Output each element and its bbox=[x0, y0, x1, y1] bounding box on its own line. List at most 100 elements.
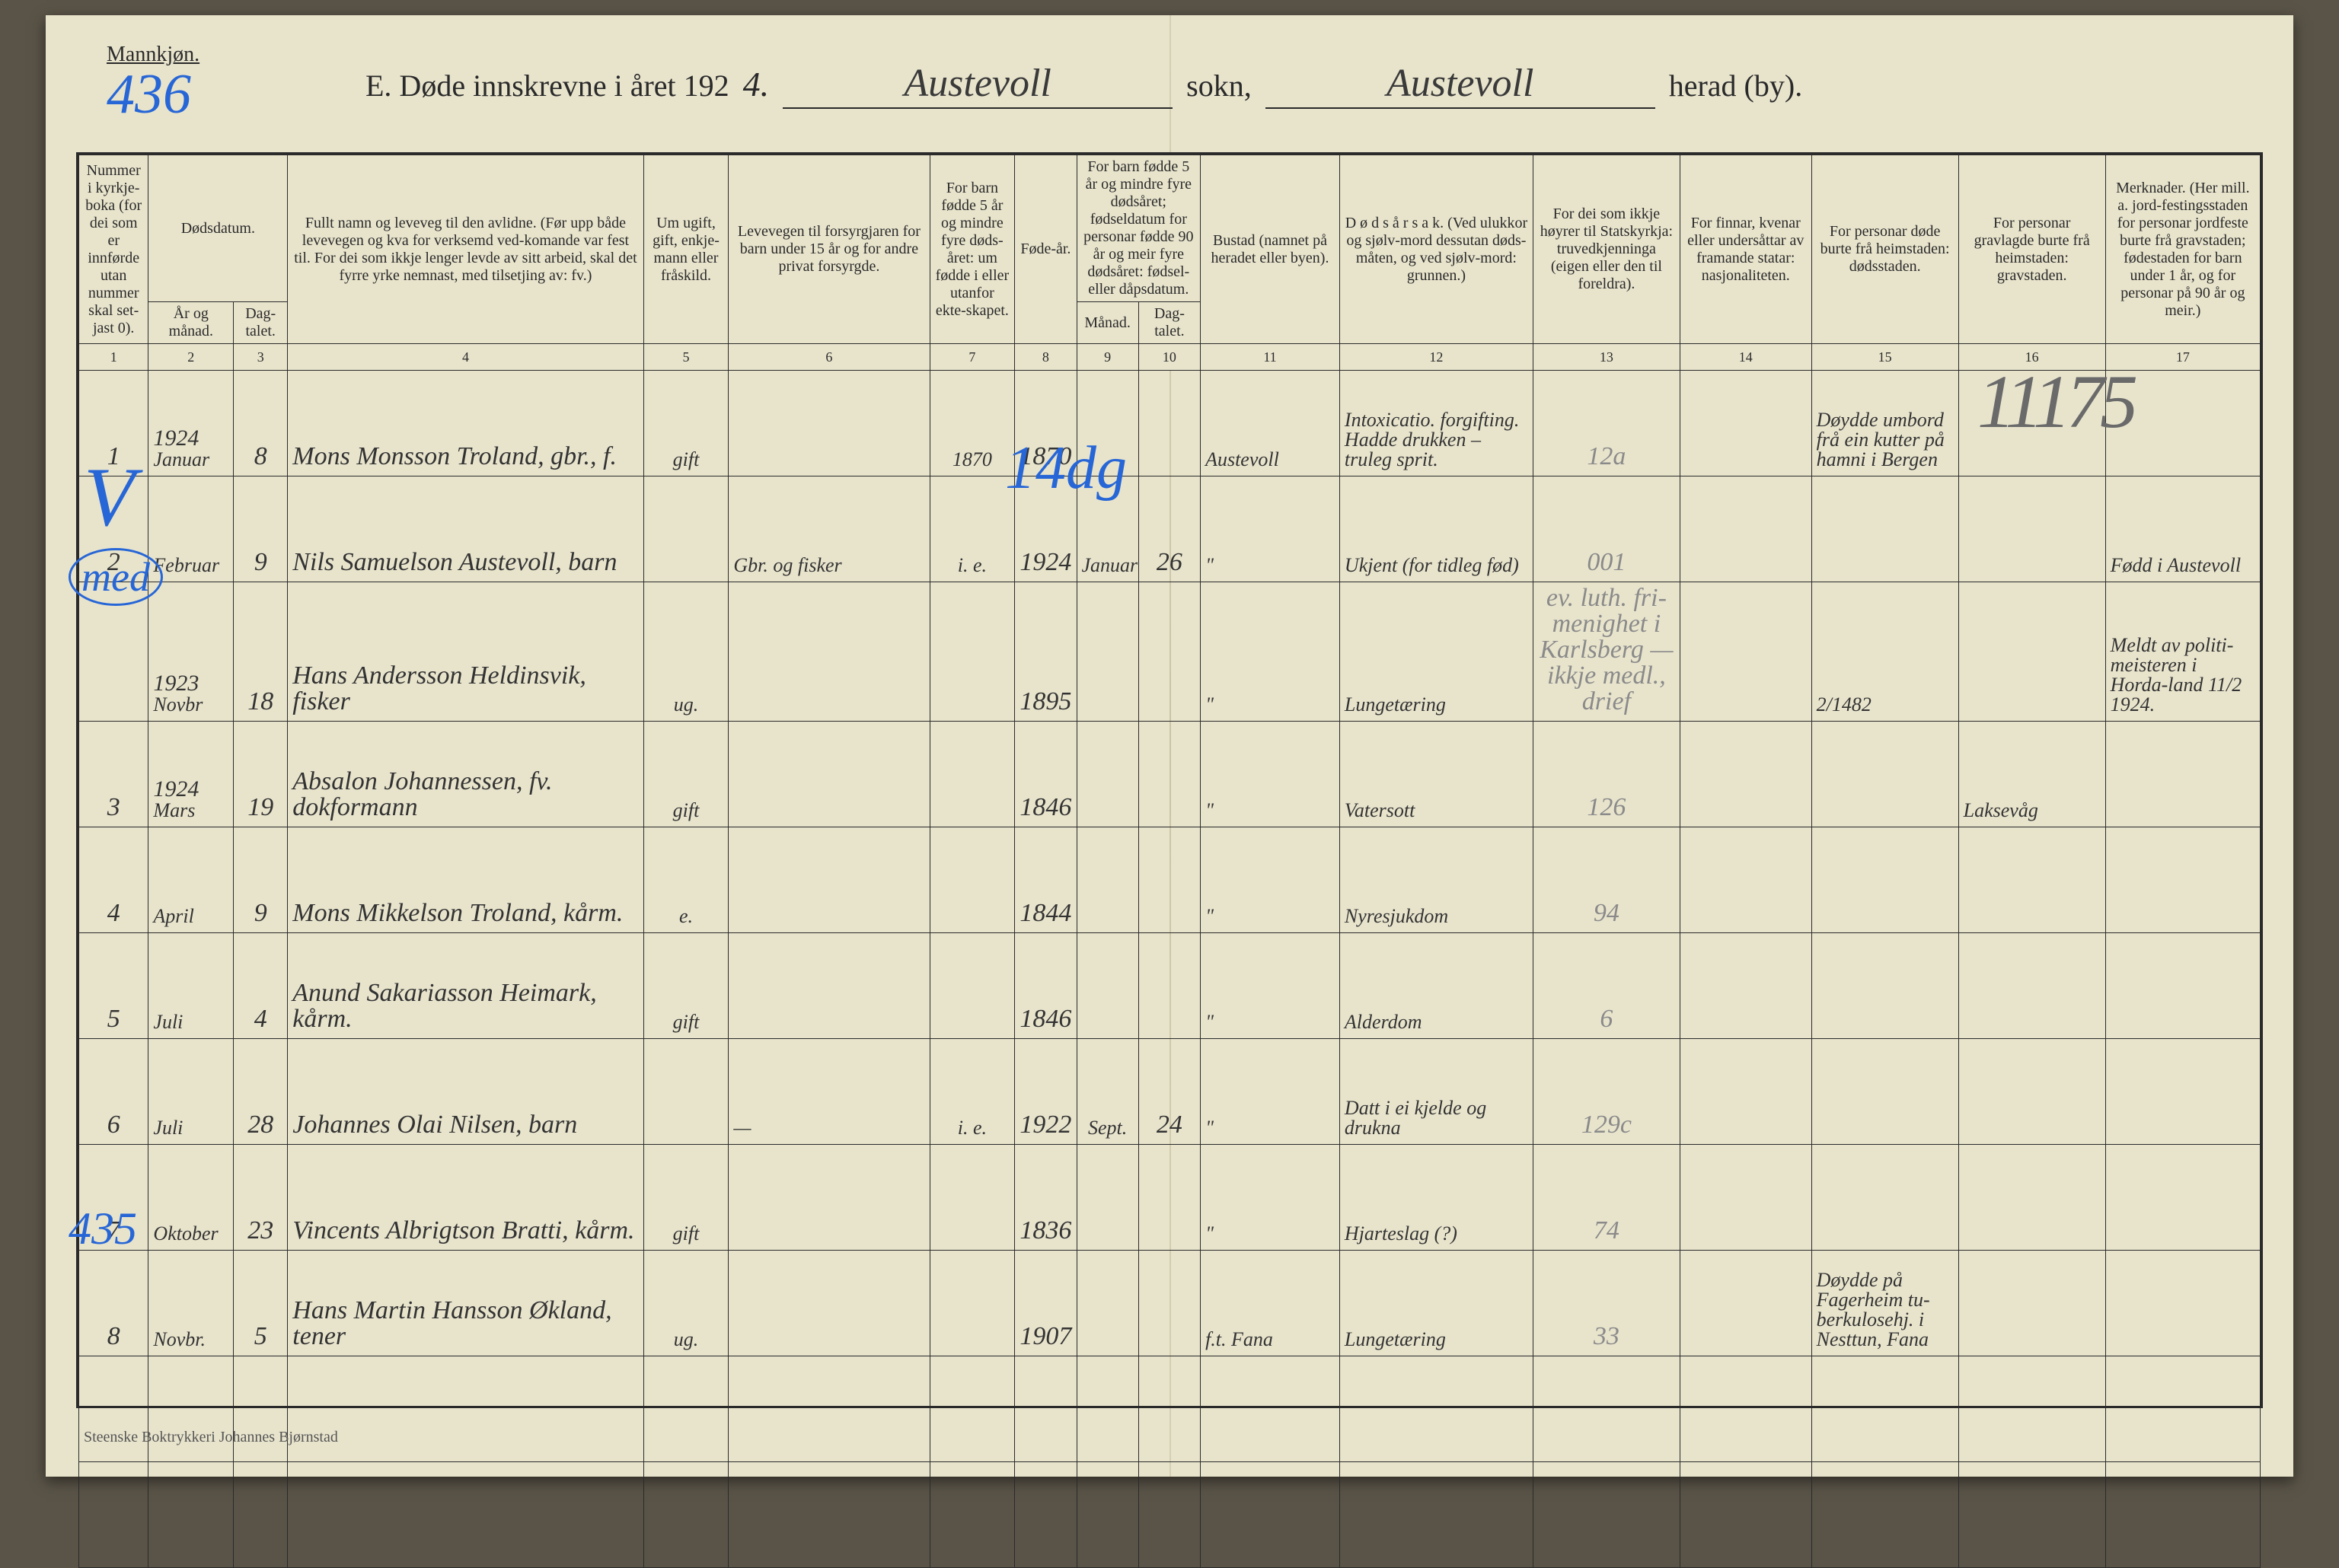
colnum: 5 bbox=[643, 344, 729, 371]
cell-d10 bbox=[1138, 371, 1200, 476]
table-row: 5Juli4Anund Sakariasson Heimark, kårm.gi… bbox=[79, 933, 2261, 1039]
cell-guardian bbox=[729, 827, 930, 933]
cell-empty bbox=[234, 1462, 288, 1568]
cell-empty bbox=[1339, 1462, 1533, 1568]
colnum: 6 bbox=[729, 344, 930, 371]
cell-c15 bbox=[1811, 722, 1958, 827]
col-subheader: Månad. bbox=[1077, 302, 1138, 344]
col-subheader: Dag-talet. bbox=[234, 302, 288, 344]
cell-residence: f.t. Fana bbox=[1201, 1251, 1340, 1356]
table-row: 1923Novbr18Hans Andersson Heldinsvik, fi… bbox=[79, 582, 2261, 722]
cell-c14 bbox=[1680, 1145, 1811, 1251]
cell-year: 1924 bbox=[153, 422, 228, 450]
colnum: 13 bbox=[1533, 344, 1680, 371]
cell-c16 bbox=[1958, 476, 2105, 582]
cell-empty bbox=[1958, 1462, 2105, 1568]
cell-civil: gift bbox=[643, 371, 729, 476]
cell-cause: Intoxicatio. forgifting. Hadde drukken –… bbox=[1339, 371, 1533, 476]
cell-m9 bbox=[1077, 1145, 1138, 1251]
ledger-sheet: Mannkjøn. 436 E. Døde innskrevne i året … bbox=[46, 15, 2293, 1477]
col-header: Levevegen til forsyrgjaren for barn unde… bbox=[729, 155, 930, 344]
col-header: Føde-år. bbox=[1015, 155, 1077, 344]
colnum: 8 bbox=[1015, 344, 1077, 371]
cell-empty bbox=[1811, 1356, 1958, 1462]
cell-residence: " bbox=[1201, 722, 1340, 827]
cell-civil: gift bbox=[643, 933, 729, 1039]
cell-c13: 129c bbox=[1533, 1039, 1680, 1145]
cell-empty bbox=[2105, 1356, 2260, 1462]
cell-num: 7 bbox=[79, 1145, 148, 1251]
cell-d10 bbox=[1138, 582, 1200, 722]
ledger-grid: Nummer i kyrkje-boka (for dei som er inn… bbox=[76, 152, 2263, 1408]
cell-empty bbox=[1138, 1356, 1200, 1462]
column-numbers-row: 1 2 3 4 5 6 7 8 9 10 11 12 13 14 15 16 1 bbox=[79, 344, 2261, 371]
cell-c13: 12a bbox=[1533, 371, 1680, 476]
col-header: Dødsdatum. bbox=[148, 155, 288, 302]
colnum: 2 bbox=[148, 344, 234, 371]
cell-cause: Lungetæring bbox=[1339, 582, 1533, 722]
cell-c15 bbox=[1811, 476, 1958, 582]
cell-year: 1924 bbox=[153, 773, 228, 801]
cell-guardian: — bbox=[729, 1039, 930, 1145]
colnum: 12 bbox=[1339, 344, 1533, 371]
cell-c16 bbox=[1958, 1145, 2105, 1251]
col-header: D ø d s å r s a k. (Ved ulukkor og sjølv… bbox=[1339, 155, 1533, 344]
table-row: 8Novbr.5Hans Martin Hansson Økland, tene… bbox=[79, 1251, 2261, 1356]
cell-c16 bbox=[1958, 371, 2105, 476]
cell-c14 bbox=[1680, 827, 1811, 933]
cell-d10 bbox=[1138, 1251, 1200, 1356]
cell-c13: 126 bbox=[1533, 722, 1680, 827]
cell-month: Juli bbox=[148, 933, 234, 1039]
printer-credit: Steenske Boktrykkeri Johannes Bjørnstad bbox=[84, 1429, 338, 1446]
cell-c15: Døydde umbord frå ein kutter på hamni i … bbox=[1811, 371, 1958, 476]
cell-cause: Alderdom bbox=[1339, 933, 1533, 1039]
cell-col7 bbox=[930, 827, 1015, 933]
cell-empty bbox=[1958, 1356, 2105, 1462]
cell-m9 bbox=[1077, 933, 1138, 1039]
cell-day: 8 bbox=[234, 371, 288, 476]
col-subheader: År og månad. bbox=[148, 302, 234, 344]
colnum: 15 bbox=[1811, 344, 1958, 371]
cell-guardian bbox=[729, 933, 930, 1039]
cell-month: Juli bbox=[148, 1039, 234, 1145]
colnum: 16 bbox=[1958, 344, 2105, 371]
cell-c13: 94 bbox=[1533, 827, 1680, 933]
table-row: 31924Mars19Absalon Johannessen, fv. dokf… bbox=[79, 722, 2261, 827]
cell-day: 4 bbox=[234, 933, 288, 1039]
cell-residence: " bbox=[1201, 582, 1340, 722]
cell-residence: " bbox=[1201, 1039, 1340, 1145]
cell-m9: Januar bbox=[1077, 476, 1138, 582]
cell-c15 bbox=[1811, 1039, 1958, 1145]
cell-m9 bbox=[1077, 722, 1138, 827]
cell-m9 bbox=[1077, 1251, 1138, 1356]
cell-c17: Meldt av politi-meisteren i Horda-land 1… bbox=[2105, 582, 2260, 722]
cell-empty bbox=[288, 1462, 643, 1568]
table-head: Nummer i kyrkje-boka (for dei som er inn… bbox=[79, 155, 2261, 371]
cell-empty bbox=[643, 1462, 729, 1568]
cell-birthyear: 1870 bbox=[1015, 371, 1077, 476]
sokn-label: sokn, bbox=[1186, 68, 1252, 104]
cell-civil: ug. bbox=[643, 582, 729, 722]
cell-name: Hans Andersson Heldinsvik, fisker bbox=[288, 582, 643, 722]
cell-c15: Døydde på Fagerheim tu-berkulosehj. i Ne… bbox=[1811, 1251, 1958, 1356]
col-header: Merknader. (Her mill. a. jord-festingsst… bbox=[2105, 155, 2260, 344]
cell-empty bbox=[643, 1356, 729, 1462]
cell-empty bbox=[1201, 1356, 1340, 1462]
cell-empty bbox=[930, 1356, 1015, 1462]
cell-empty bbox=[79, 1462, 148, 1568]
colnum: 7 bbox=[930, 344, 1015, 371]
cell-name: Mons Monsson Troland, gbr., f. bbox=[288, 371, 643, 476]
cell-cause: Nyresjukdom bbox=[1339, 827, 1533, 933]
cell-empty bbox=[729, 1462, 930, 1568]
table-row: 6Juli28Johannes Olai Nilsen, barn—i. e.1… bbox=[79, 1039, 2261, 1145]
cell-empty bbox=[2105, 1462, 2260, 1568]
cell-c15 bbox=[1811, 1145, 1958, 1251]
title-prefix: E. Døde innskrevne i året 192 bbox=[365, 68, 729, 104]
cell-col7 bbox=[930, 1145, 1015, 1251]
cell-empty bbox=[1680, 1356, 1811, 1462]
herad-label: herad (by). bbox=[1669, 68, 1802, 104]
cell-day: 9 bbox=[234, 827, 288, 933]
colnum: 17 bbox=[2105, 344, 2260, 371]
cell-residence: Austevoll bbox=[1201, 371, 1340, 476]
cell-num: 5 bbox=[79, 933, 148, 1039]
